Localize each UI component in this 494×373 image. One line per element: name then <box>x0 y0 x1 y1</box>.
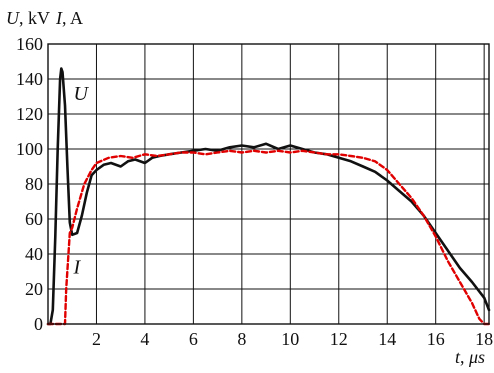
y-tick-label: 60 <box>25 209 43 229</box>
x-tick-label: 8 <box>237 329 246 349</box>
y-ticks: 0 20 40 60 80 100 120 140 160 <box>16 34 43 334</box>
y-tick-label: 80 <box>25 174 43 194</box>
grid <box>48 43 489 325</box>
y-axis-unit-u: , kV <box>19 8 50 28</box>
x-tick-label: 2 <box>92 329 101 349</box>
y-tick-label: 120 <box>16 104 43 124</box>
x-ticks: 2 4 6 8 10 12 14 16 18 <box>92 329 493 349</box>
x-tick-label: 14 <box>378 329 396 349</box>
series-line-i <box>46 149 491 326</box>
y-axis-var-i: I <box>55 8 63 28</box>
x-tick-label: 6 <box>189 329 198 349</box>
y-tick-label: 140 <box>16 69 43 89</box>
y-axis-var-u: U <box>6 8 20 28</box>
y-axis-title: U, kV I, A <box>6 8 83 28</box>
x-axis-unit: μs <box>468 347 485 367</box>
series-label-u: U <box>73 83 89 105</box>
plot-frame <box>47 43 490 325</box>
x-axis-title: t, μs <box>455 347 485 367</box>
x-tick-label: 16 <box>427 329 445 349</box>
x-tick-label: 18 <box>475 329 493 349</box>
y-tick-label: 160 <box>16 34 43 54</box>
y-tick-label: 0 <box>34 314 43 334</box>
series-line-u <box>46 67 491 326</box>
annotations: UI <box>72 83 89 278</box>
series-label-i: I <box>72 256 81 278</box>
x-tick-label: 12 <box>330 329 348 349</box>
y-tick-label: 40 <box>25 244 43 264</box>
x-tick-label: 10 <box>281 329 299 349</box>
y-tick-label: 100 <box>16 139 43 159</box>
x-tick-label: 4 <box>140 329 149 349</box>
x-axis-var: t <box>455 347 461 367</box>
y-tick-label: 20 <box>25 279 43 299</box>
x-axis-sep: , <box>460 347 469 367</box>
series-layer <box>46 67 491 326</box>
y-axis-unit-i: , A <box>62 8 83 28</box>
